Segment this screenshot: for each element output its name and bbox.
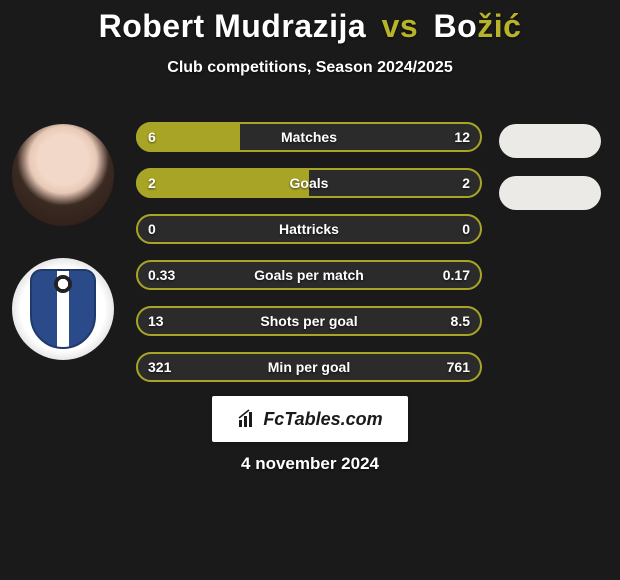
player2-name-part1: Bo <box>434 8 478 44</box>
stat-right-value: 0.17 <box>422 267 482 283</box>
stat-left-value: 6 <box>136 129 196 145</box>
stat-row: 6Matches12 <box>136 122 482 152</box>
stat-label: Goals per match <box>196 267 422 283</box>
player1-name: Robert Mudrazija <box>99 8 367 44</box>
right-column <box>490 124 610 210</box>
player2-avatar <box>499 124 601 158</box>
stat-right-value: 12 <box>422 129 482 145</box>
stat-label: Min per goal <box>196 359 422 375</box>
stat-right-value: 8.5 <box>422 313 482 329</box>
subtitle: Club competitions, Season 2024/2025 <box>0 59 620 77</box>
stat-right-value: 761 <box>422 359 482 375</box>
stat-left-value: 0.33 <box>136 267 196 283</box>
player2-club-badge <box>499 176 601 210</box>
stat-label: Shots per goal <box>196 313 422 329</box>
stat-left-value: 13 <box>136 313 196 329</box>
stat-row: 0Hattricks0 <box>136 214 482 244</box>
stat-row: 0.33Goals per match0.17 <box>136 260 482 290</box>
stat-left-value: 2 <box>136 175 196 191</box>
chart-icon <box>237 409 257 429</box>
stat-right-value: 0 <box>422 221 482 237</box>
player1-club-badge <box>12 258 114 360</box>
stat-left-value: 321 <box>136 359 196 375</box>
player2-name-part2: žić <box>477 8 521 44</box>
left-column <box>8 124 118 392</box>
club-badge-icon <box>30 269 96 349</box>
stat-left-value: 0 <box>136 221 196 237</box>
stat-label: Matches <box>196 129 422 145</box>
branding-badge: FcTables.com <box>212 396 408 442</box>
stats-panel: 6Matches12 2Goals2 0Hattricks0 0.33Goals pe… <box>136 122 482 398</box>
stat-row: 2Goals2 <box>136 168 482 198</box>
stat-row: 13Shots per goal8.5 <box>136 306 482 336</box>
vs-label: vs <box>382 8 419 44</box>
stat-label: Goals <box>196 175 422 191</box>
date-label: 4 november 2024 <box>0 454 620 474</box>
stat-right-value: 2 <box>422 175 482 191</box>
stat-label: Hattricks <box>196 221 422 237</box>
stat-row: 321Min per goal761 <box>136 352 482 382</box>
player1-avatar <box>12 124 114 226</box>
comparison-title: Robert Mudrazija vs Božić <box>0 0 620 45</box>
branding-label: FcTables.com <box>263 409 382 430</box>
